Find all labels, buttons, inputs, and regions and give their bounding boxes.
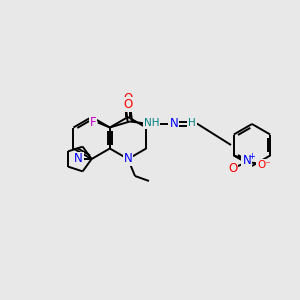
Text: O: O: [228, 162, 237, 175]
Text: NH: NH: [144, 118, 160, 128]
Text: O: O: [123, 92, 133, 106]
Text: H: H: [188, 118, 196, 128]
Text: +: +: [248, 152, 255, 161]
Text: N: N: [74, 152, 83, 166]
Text: F: F: [89, 116, 96, 129]
Text: N: N: [124, 152, 132, 166]
Text: N: N: [242, 154, 251, 167]
Text: O⁻: O⁻: [257, 160, 271, 170]
Text: N: N: [169, 117, 178, 130]
Text: O: O: [123, 98, 132, 111]
